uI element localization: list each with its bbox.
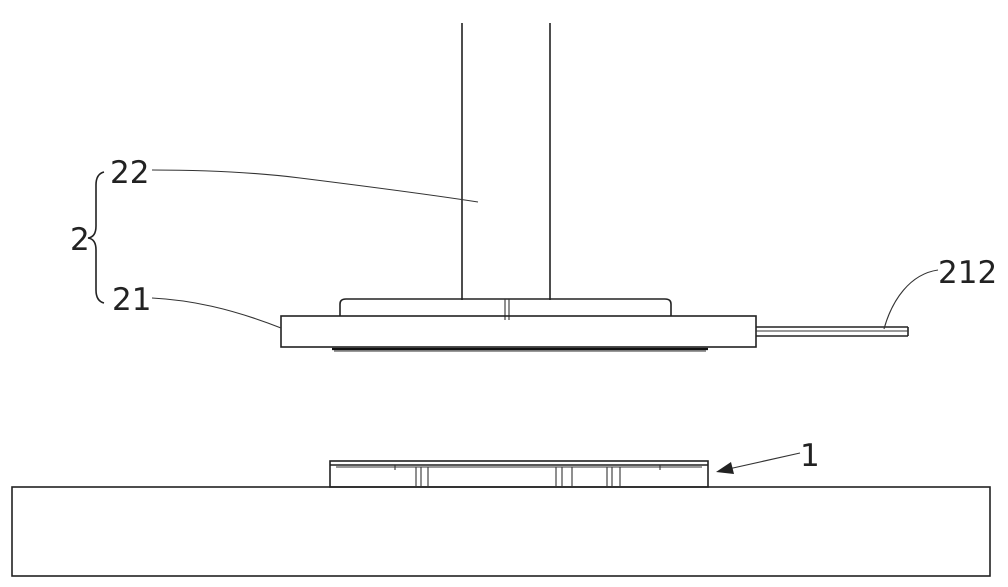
label-21: 21: [112, 282, 151, 318]
shaft-22: [461, 23, 551, 300]
leader-212: [883, 269, 939, 330]
leader-22: [151, 169, 479, 203]
plate-21: [280, 315, 757, 352]
rod-212: [756, 326, 909, 337]
label-2: 2: [70, 222, 90, 258]
brace-2: [87, 171, 105, 304]
leader-arrow-1: [716, 452, 801, 474]
fixture-1: [329, 460, 709, 488]
label-212: 212: [938, 255, 997, 291]
label-22: 22: [110, 155, 149, 191]
base-block: [11, 486, 991, 577]
label-1: 1: [800, 438, 820, 474]
upper-flange: [339, 298, 672, 320]
leader-21: [151, 297, 282, 329]
